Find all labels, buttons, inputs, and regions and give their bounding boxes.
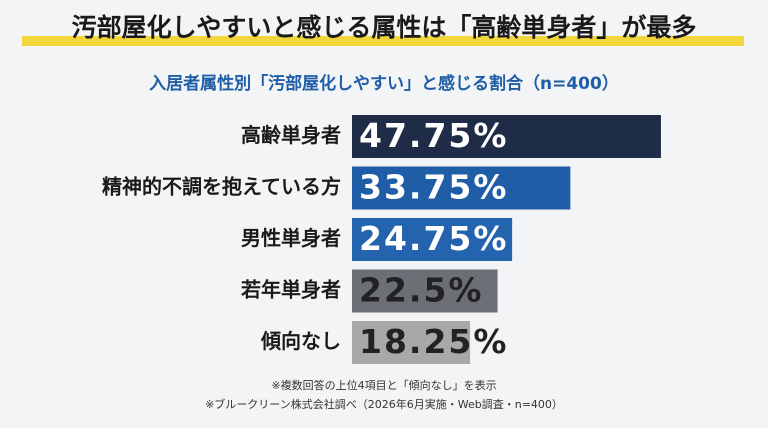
bar (352, 269, 498, 313)
chart-title: 汚部屋化しやすいと感じる属性は「高齢単身者」が最多 (72, 13, 697, 42)
category-label: 高齢単身者 (241, 123, 341, 147)
bar (352, 321, 471, 364)
value-label: 18.25% (359, 322, 508, 361)
footnote: ※複数回答の上位4項目と「傾向なし」を表示 (271, 378, 496, 392)
category-label: 男性単身者 (241, 226, 341, 250)
category-label: 傾向なし (260, 329, 341, 353)
value-label: 22.5% (359, 271, 484, 310)
bar (352, 166, 571, 210)
category-label: 若年単身者 (240, 278, 341, 302)
bar (352, 218, 513, 261)
category-label: 精神的不調を抱えている方 (102, 175, 341, 199)
footnote: ※ブルークリーン株式会社調べ（2026年6月実施・Web調査・n=400） (205, 397, 563, 411)
value-label: 47.75% (359, 116, 508, 155)
chart-subtitle: 入居者属性別「汚部屋化しやすい」と感じる割合（n=400） (149, 73, 619, 94)
value-label: 24.75% (359, 219, 508, 258)
value-label: 33.75% (359, 168, 508, 207)
bar (352, 115, 661, 158)
title-highlight (22, 36, 744, 46)
